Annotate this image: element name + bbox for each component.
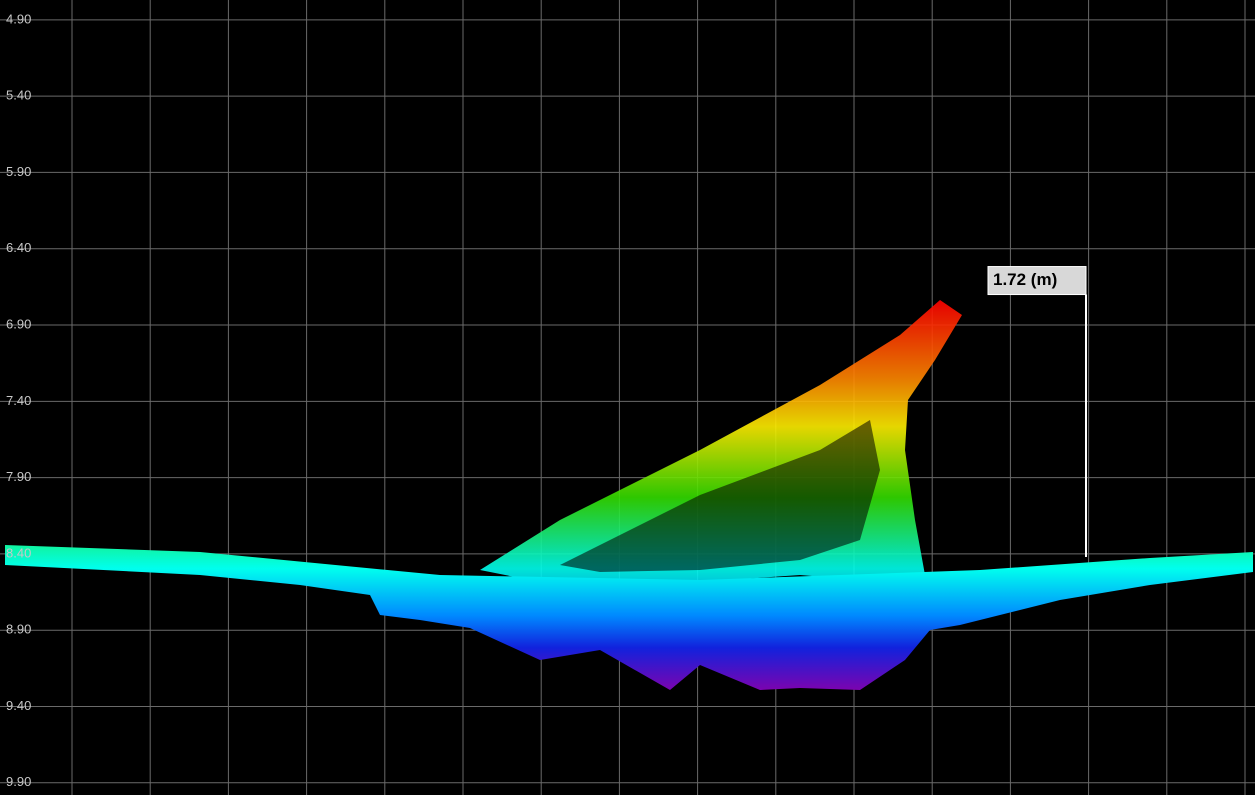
y-tick-label: 6.40 xyxy=(6,240,31,255)
y-tick-label: 5.90 xyxy=(6,164,31,179)
y-tick-label: 9.40 xyxy=(6,698,31,713)
y-tick-label: 8.40 xyxy=(6,545,31,560)
y-tick-label: 9.90 xyxy=(6,774,31,789)
y-tick-label: 4.90 xyxy=(6,11,31,26)
y-tick-label: 8.90 xyxy=(6,622,31,637)
y-tick-label: 7.90 xyxy=(6,469,31,484)
background xyxy=(0,0,1255,795)
point-cloud-view: 1.72 (m) 4.90 5.40 5.90 6.40 6.90 7.40 7.90 8.4… xyxy=(0,0,1255,795)
measurement-label: 1.72 (m) xyxy=(993,270,1057,289)
y-tick-label: 5.40 xyxy=(6,88,31,103)
y-tick-label: 7.40 xyxy=(6,393,31,408)
y-tick-label: 6.90 xyxy=(6,316,31,331)
